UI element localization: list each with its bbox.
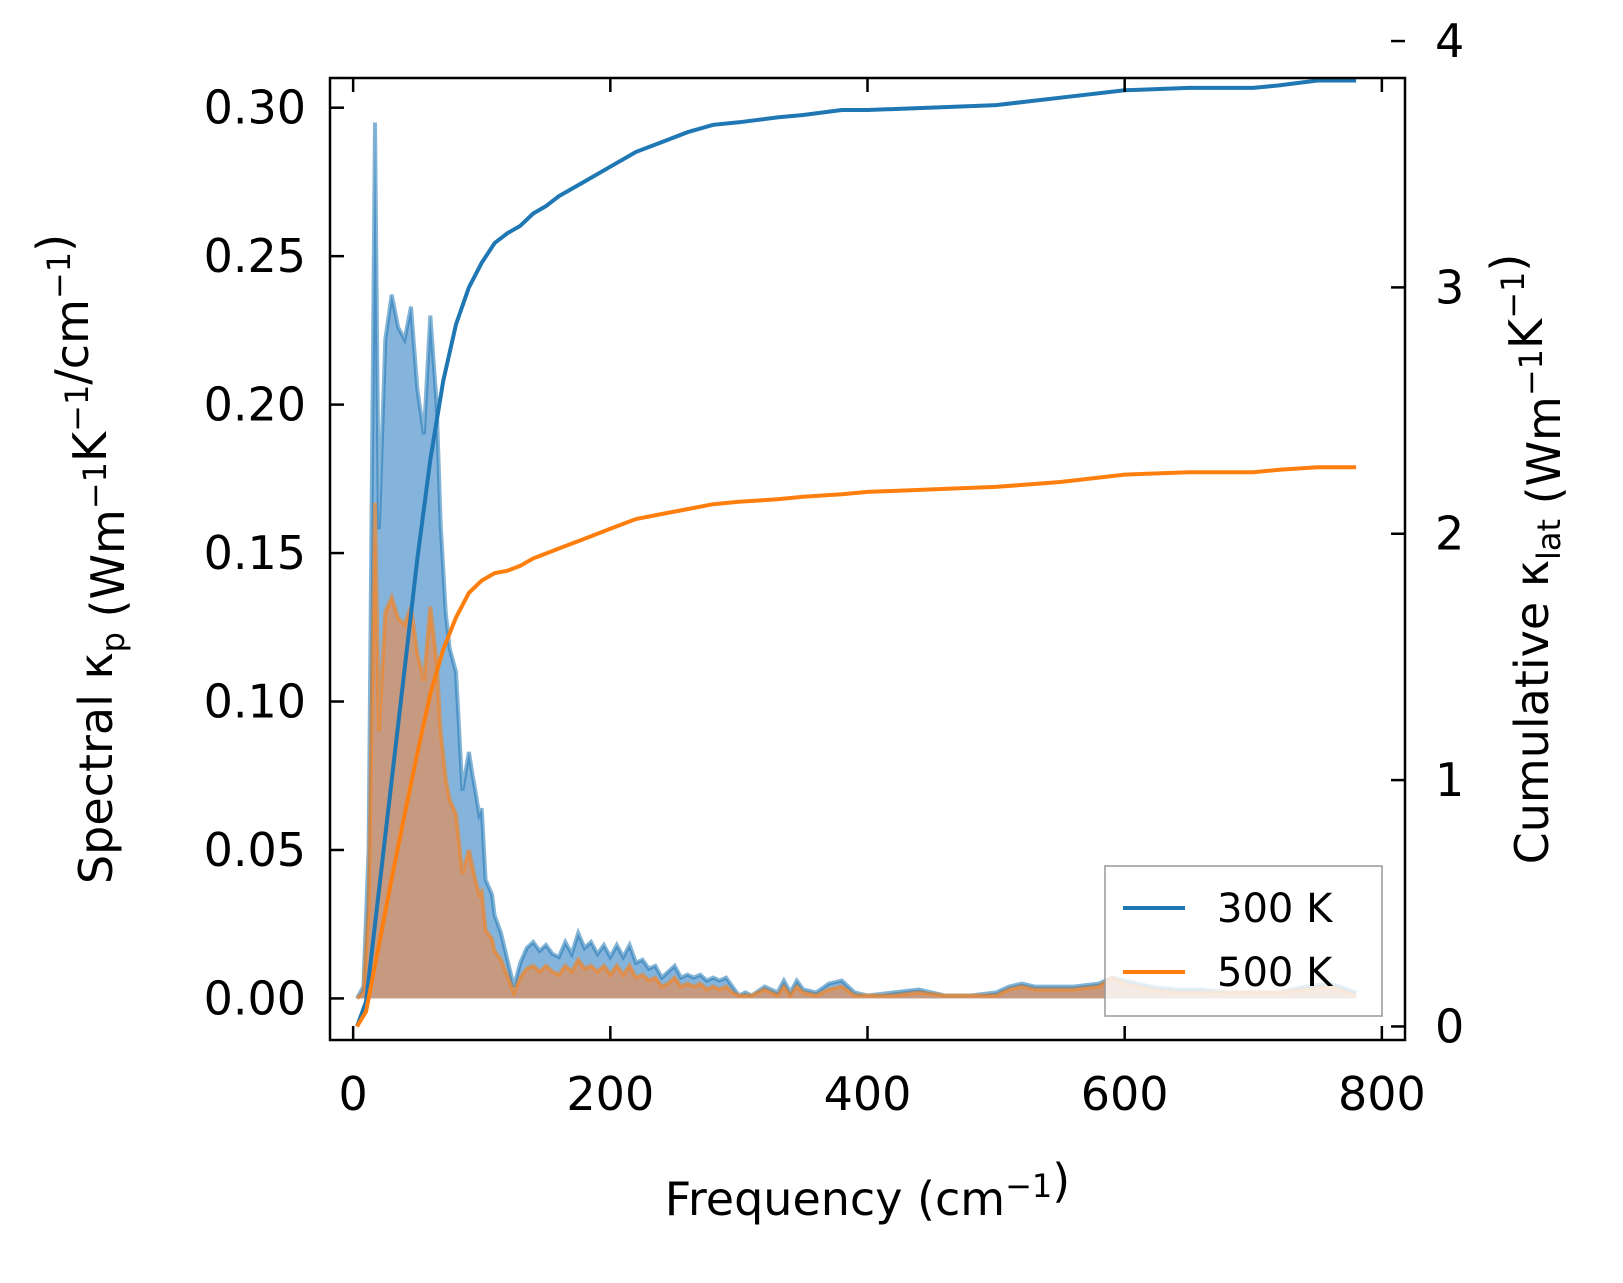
y-tick-label-left: 0.20: [204, 378, 306, 432]
y-tick-label-left: 0.10: [204, 675, 306, 729]
legend: 300 K 500 K: [1104, 865, 1383, 1017]
x-tick-label: 800: [1338, 1067, 1426, 1121]
y-tick-label-right: 3: [1435, 260, 1464, 314]
spectral-line-300k: [355, 122, 1357, 1000]
y-tick-label-right: 1: [1435, 753, 1464, 807]
x-tick-label: 400: [824, 1067, 912, 1121]
legend-box: [1104, 865, 1383, 1017]
axis-ticks: 0 200 400 600 800 0.00 0.05 0.10 0.15 0.20 0.25 0.3…: [204, 14, 1465, 1121]
x-tick-label: 600: [1081, 1067, 1169, 1121]
spectral-fill-500k: [357, 502, 1357, 999]
y-tick-label-right: 0: [1435, 999, 1464, 1053]
data-lines: [355, 78, 1357, 1028]
y-tick-label-right: 4: [1435, 14, 1464, 68]
x-tick-label: 0: [339, 1067, 368, 1121]
legend-label: 500 K: [1217, 950, 1334, 996]
cumulative-line-300k: [355, 78, 1357, 1028]
y-tick-label-left: 0.15: [204, 526, 306, 580]
spectral-fills: [355, 122, 1357, 1000]
y-axis-label-left: Spectral κp (Wm−1K−1/cm−1): [27, 234, 135, 884]
legend-label: 300 K: [1217, 886, 1334, 932]
y-tick-label-left: 0.00: [204, 971, 306, 1025]
y-tick-label-right: 2: [1435, 507, 1464, 561]
x-axis-label: Frequency (cm−1): [665, 1154, 1070, 1226]
cumulative-line-500k: [355, 465, 1357, 1028]
y-tick-label-left: 0.05: [204, 823, 306, 877]
x-tick-label: 200: [566, 1067, 654, 1121]
y-tick-label-left: 0.25: [204, 229, 306, 283]
y-tick-label-left: 0.30: [204, 81, 306, 135]
spectral-line-500k: [355, 502, 1357, 1000]
y-axis-label-right: Cumulative κlat (Wm−1K−1): [1481, 254, 1571, 865]
